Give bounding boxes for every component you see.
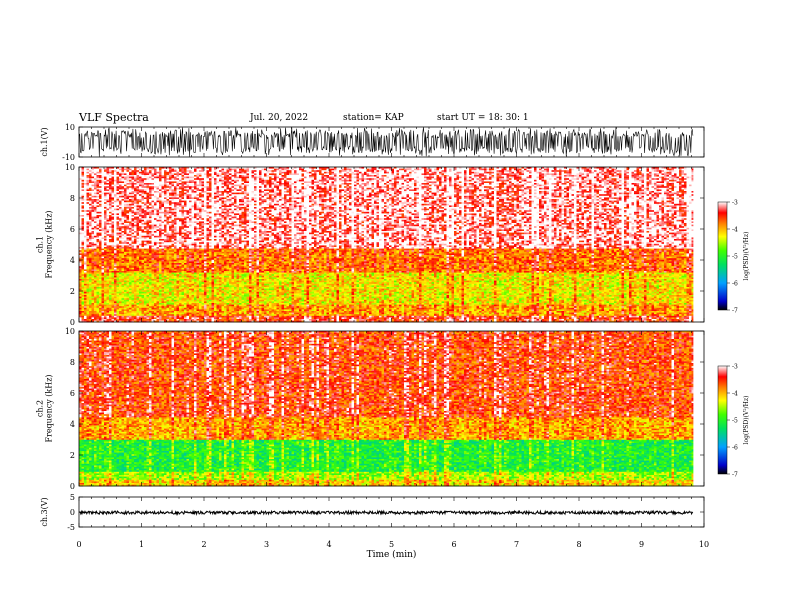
ch1-waveform-y-tick-label: 10 — [65, 123, 75, 132]
ch1-spectrogram-colorbar-tick-label: -7 — [732, 308, 738, 315]
ch3-waveform-y-tick-label: 0 — [70, 508, 75, 517]
ch1-spectrogram-cells — [79, 167, 695, 323]
ch2-spectrogram-y-tick-label: 2 — [70, 451, 75, 460]
ch2-spectrogram-colorbar-tick-label: -3 — [732, 364, 738, 371]
ch3-waveform-y-tick-label: -5 — [67, 523, 75, 532]
ch1-spectrogram-y-tick-label: 6 — [70, 225, 75, 234]
x-tick-label: 5 — [389, 540, 394, 549]
figure-station: station= KAP — [343, 113, 404, 123]
ch1-spectrogram-y-label: ch.1 — [36, 236, 45, 253]
x-tick-label: 6 — [451, 540, 456, 549]
x-tick-label: 4 — [326, 540, 331, 549]
ch2-spectrogram-y-tick-label: 4 — [70, 420, 75, 429]
ch1-spectrogram-colorbar — [717, 201, 728, 311]
figure-title: VLF Spectra — [79, 111, 149, 124]
ch2-spectrogram-y-tick-label: 8 — [70, 358, 75, 367]
x-tick-label: 9 — [639, 540, 644, 549]
ch1-spectrogram-y-tick-label: 0 — [70, 318, 75, 327]
ch1-spectrogram-y-tick-label: 2 — [70, 287, 75, 296]
ch1-spectrogram-colorbar-tick-label: -4 — [732, 227, 738, 234]
x-tick-label: 7 — [514, 540, 519, 549]
ch1-spectrogram-no-data — [693, 167, 704, 322]
x-tick-label: 2 — [201, 540, 206, 549]
ch2-spectrogram-y-tick-label: 10 — [65, 327, 75, 336]
ch1-spectrogram-colorbar-tick-label: -5 — [732, 254, 738, 261]
ch1-waveform-y-tick-label: -10 — [62, 153, 75, 162]
ch2-spectrogram-colorbar-tick-label: -6 — [732, 445, 738, 452]
x-tick-label: 1 — [139, 540, 144, 549]
ch1-waveform-y-label: ch.1(V) — [40, 127, 49, 156]
ch1-waveform-trace — [78, 127, 694, 157]
ch3-waveform-y-tick-label: 5 — [70, 493, 75, 502]
ch1-spectrogram-colorbar-tick-label: -3 — [732, 200, 738, 207]
ch2-spectrogram-colorbar-tick-label: -7 — [732, 472, 738, 479]
ch1-spectrogram-colorbar-label: log(PSD)(V²/Hz) — [743, 232, 750, 281]
ch3-waveform-y-label: ch.3(V) — [40, 497, 49, 526]
ch1-spectrogram-y-tick-label: 8 — [70, 194, 75, 203]
ch2-spectrogram-colorbar-tick-label: -4 — [732, 391, 738, 398]
ch2-spectrogram-y-label: ch.2 — [36, 400, 45, 417]
x-tick-label: 8 — [576, 540, 581, 549]
ch3-waveform-trace — [78, 509, 694, 517]
ch2-spectrogram-y-tick-label: 0 — [70, 482, 75, 491]
ch2-spectrogram-colorbar-tick-label: -5 — [732, 418, 738, 425]
ch2-spectrogram-colorbar-label: log(PSD)(V²/Hz) — [743, 396, 750, 445]
ch1-spectrogram-y-label: Frequency (kHz) — [45, 210, 54, 278]
ch1-spectrogram-y-tick-label: 4 — [70, 256, 75, 265]
x-tick-label: 0 — [76, 540, 81, 549]
x-tick-label: 10 — [699, 540, 709, 549]
ch2-spectrogram-no-data — [693, 331, 704, 486]
ch2-spectrogram-colorbar — [717, 365, 728, 475]
ch2-spectrogram-y-label: Frequency (kHz) — [45, 374, 54, 442]
ch2-spectrogram-y-tick-label: 6 — [70, 389, 75, 398]
ch1-spectrogram-y-tick-label: 10 — [65, 163, 75, 172]
figure-start-time: start UT = 18: 30: 1 — [437, 113, 529, 123]
ch2-spectrogram-cells — [79, 331, 695, 487]
ch1-spectrogram-colorbar-tick-label: -6 — [732, 281, 738, 288]
figure-date: Jul. 20, 2022 — [250, 113, 308, 123]
x-tick-label: 3 — [264, 540, 269, 549]
x-axis-label: Time (min) — [367, 549, 417, 560]
